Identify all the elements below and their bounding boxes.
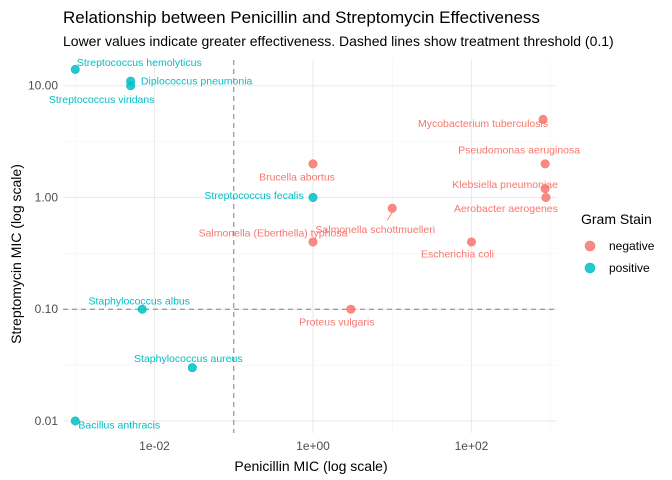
data-point: [387, 203, 397, 213]
point-label: Proteus vulgaris: [299, 317, 374, 329]
legend-title: Gram Stain: [581, 211, 652, 227]
point-label: Streptococcus hemolyticus: [77, 57, 202, 69]
data-point: [308, 237, 318, 247]
point-label: Streptococcus fecalis: [204, 190, 303, 202]
y-tick-label: 0.01: [35, 414, 59, 428]
data-point: [466, 237, 476, 247]
point-label: Diplococcus pneumonia: [141, 76, 253, 88]
x-tick-label: 1e+02: [455, 439, 489, 453]
point-label: Salmonella (Eberthella) typhosa: [199, 227, 348, 239]
data-point: [126, 81, 136, 91]
point-label: Aerobacter aerogenes: [454, 203, 558, 215]
legend-key-positive: [584, 262, 596, 274]
y-axis-title: Streptomycin MIC (log scale): [8, 164, 24, 344]
data-point: [541, 192, 551, 202]
data-point: [308, 192, 318, 202]
point-label: Staphylococcus aureus: [134, 353, 243, 365]
x-tick-label: 1e-02: [139, 439, 170, 453]
data-point: [187, 363, 197, 373]
data-points: [70, 64, 551, 426]
chart-title: Relationship between Penicillin and Stre…: [63, 8, 540, 27]
data-point: [538, 114, 548, 124]
threshold-lines: [63, 60, 557, 433]
point-labels: Aerobacter aerogenes Brucella abortus Esch…: [49, 57, 580, 432]
legend-label-negative: negative: [609, 239, 655, 253]
point-label: Brucella abortus: [259, 171, 335, 183]
point-label: Salmonella schottmuelleri: [315, 224, 435, 236]
grid-lines: [63, 60, 557, 433]
data-point: [70, 64, 80, 74]
data-point: [540, 159, 550, 169]
point-label: Staphylococcus albus: [88, 296, 190, 308]
point-label: Bacillus anthracis: [78, 419, 160, 431]
point-label: Streptococcus viridans: [49, 94, 155, 106]
point-label: Klebsiella pneumoniae: [452, 179, 558, 191]
point-label: Mycobacterium tuberculosis: [418, 118, 548, 130]
point-label: Pseudomonas aeruginosa: [458, 144, 580, 156]
data-point: [70, 416, 80, 426]
y-tick-label: 1.00: [35, 190, 59, 204]
data-point: [137, 304, 147, 314]
data-point: [308, 159, 318, 169]
x-axis-title: Penicillin MIC (log scale): [234, 458, 387, 474]
data-point: [540, 184, 550, 194]
data-point: [346, 304, 356, 314]
chart-subtitle: Lower values indicate greater effectiven…: [63, 33, 614, 49]
label-leader-line: [386, 212, 393, 221]
legend-key-negative: [584, 240, 596, 252]
x-tick-label: 1e+00: [296, 439, 330, 453]
axis-ticks: 1e-02 1e+00 1e+02 0.01 0.10 1.00 10.00: [28, 79, 489, 453]
point-label: Escherichia coli: [421, 248, 494, 260]
y-tick-label: 10.00: [28, 79, 58, 93]
legend: Gram Stain negative positive: [581, 211, 655, 275]
y-tick-label: 0.10: [35, 302, 59, 316]
legend-label-positive: positive: [609, 261, 650, 275]
